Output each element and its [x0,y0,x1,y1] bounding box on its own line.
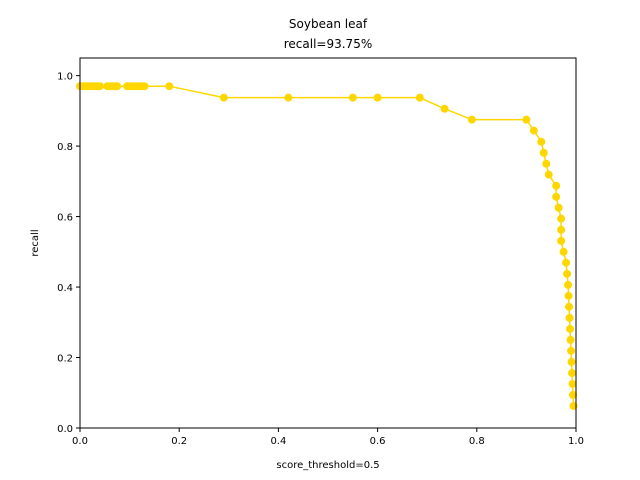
data-point [563,269,572,278]
data-point [542,159,551,168]
x-axis-label: score_threshold=0.5 [276,460,379,471]
x-axis-ticks: 0.0 0.2 0.4 0.6 0.8 1.0 [72,428,584,447]
x-tick-label: 0.4 [270,436,286,447]
plot-frame [79,57,577,429]
data-point [565,302,574,311]
data-point [529,126,538,135]
data-point [467,115,476,124]
data-point [522,115,531,124]
data-point [554,203,563,212]
chart-subtitle: recall=93.75% [284,37,372,51]
data-point [140,82,149,91]
data-point [566,324,575,333]
data-point [544,170,553,179]
data-point [552,181,561,190]
y-tick-label: 0.8 [57,142,73,153]
y-tick-label: 0.6 [57,213,73,224]
y-axis-ticks: 0.0 0.2 0.4 0.6 0.8 1.0 [57,72,80,435]
data-point [559,247,568,256]
data-point [557,236,566,245]
data-point [565,313,574,322]
data-point [557,214,566,223]
data-point [566,335,575,344]
series-layer [76,82,578,410]
data-point [557,225,566,234]
data-point [95,82,104,91]
y-tick-label: 0.0 [57,424,73,435]
data-point [567,357,576,366]
x-tick-label: 0.2 [171,436,187,447]
data-point [284,93,293,102]
x-tick-label: 1.0 [568,436,584,447]
y-tick-label: 0.4 [57,283,73,294]
data-point [113,82,122,91]
data-point [537,137,546,146]
x-tick-label: 0.0 [72,436,88,447]
data-point [564,291,573,300]
y-tick-label: 1.0 [57,72,73,83]
data-point [564,280,573,289]
data-point [348,93,357,102]
data-point [165,82,174,91]
data-point [415,93,424,102]
data-point [562,258,571,267]
data-point [539,148,548,157]
data-point [568,379,577,388]
data-point [373,93,382,102]
x-tick-label: 0.6 [370,436,386,447]
data-point [219,93,228,102]
chart-title: Soybean leaf [289,17,368,31]
data-point [440,104,449,113]
data-point [567,346,576,355]
y-tick-label: 0.2 [57,354,73,365]
y-axis-label: recall [30,229,41,256]
data-point [552,192,561,201]
x-tick-label: 0.8 [469,436,485,447]
data-point [569,390,578,399]
series-line [80,85,575,407]
data-point [568,369,577,378]
chart-title-group: Soybean leaf recall=93.75% [284,17,372,51]
